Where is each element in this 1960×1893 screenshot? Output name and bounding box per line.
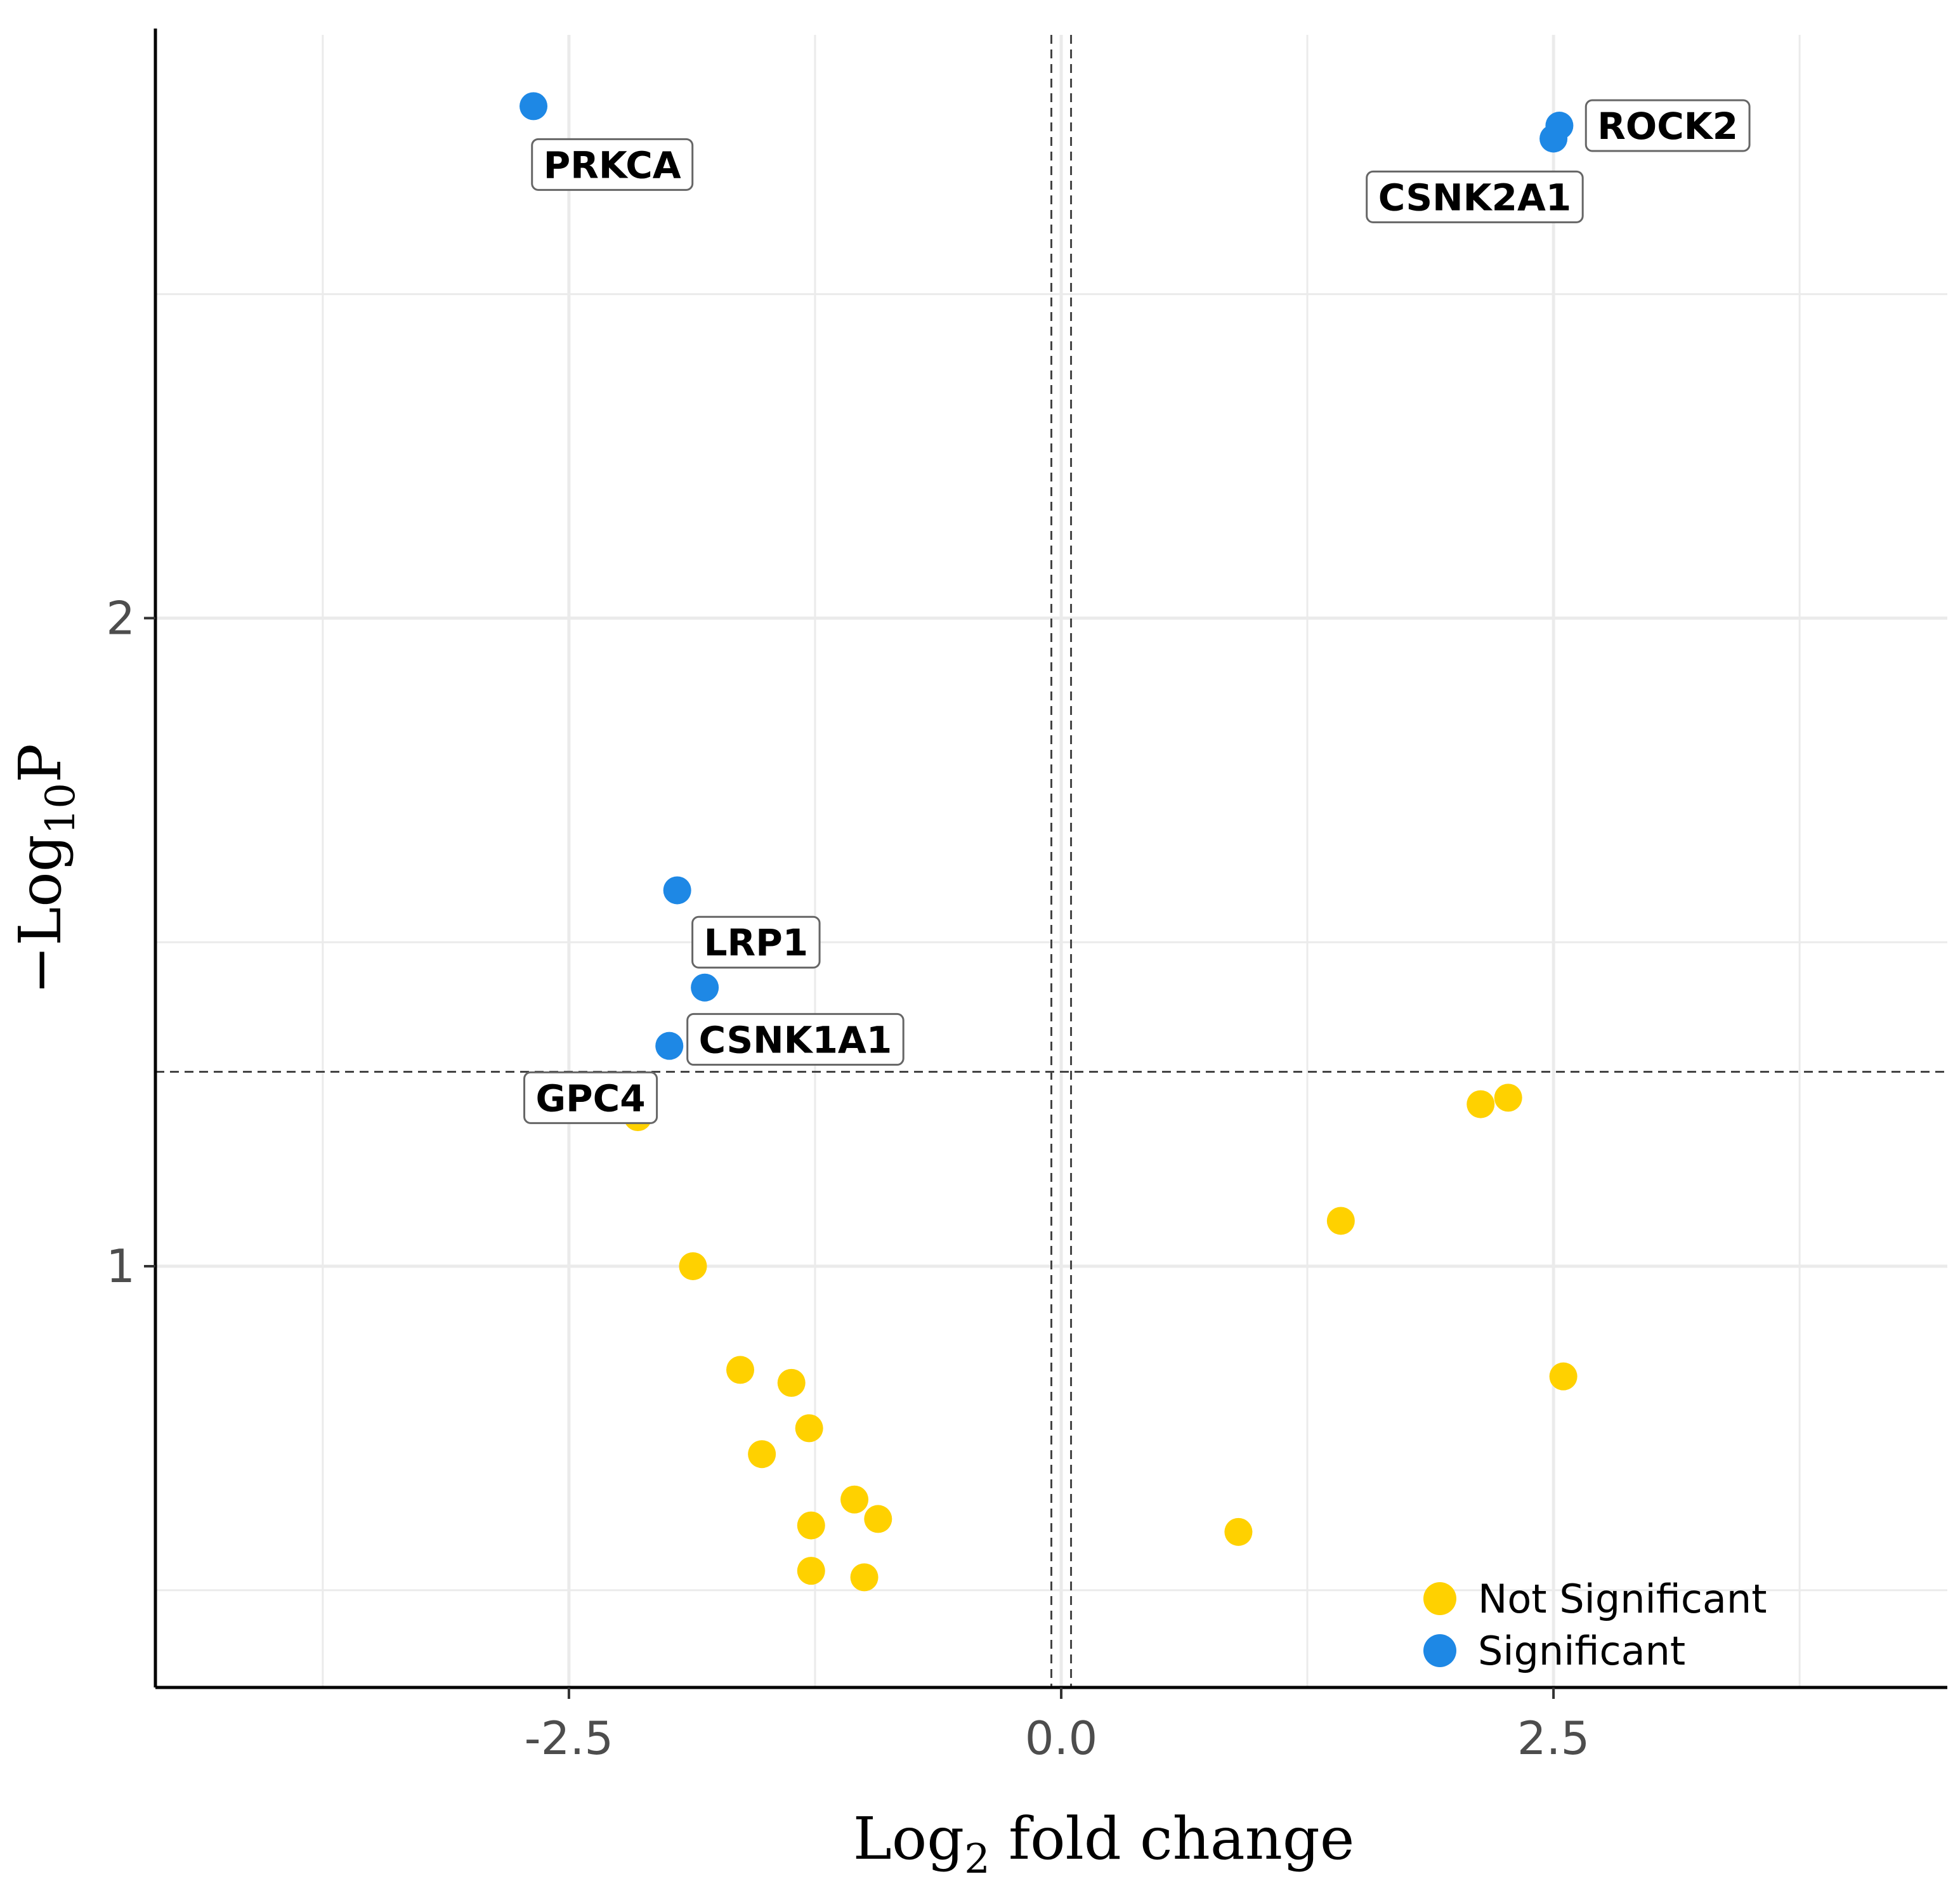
x-axis-title: Log2 fold change xyxy=(853,1805,1355,1883)
point-label-text: CSNK1A1 xyxy=(699,1018,892,1061)
legend-label: Not Significant xyxy=(1478,1576,1767,1622)
significant-point xyxy=(1539,124,1568,153)
not-significant-point xyxy=(1326,1207,1355,1235)
point-label-text: CSNK2A1 xyxy=(1378,176,1572,219)
point-labels: PRKCA ROCK2 CSNK2A1 LRP1 CSNK1A1 GPC4 xyxy=(523,99,1751,1124)
significant-point xyxy=(519,92,548,121)
legend-key xyxy=(1423,1582,1456,1615)
point-label-box xyxy=(1584,99,1751,152)
data-points xyxy=(519,92,1578,1592)
legend-label: Significant xyxy=(1478,1628,1685,1674)
point-label-box xyxy=(686,1012,905,1066)
not-significant-point xyxy=(797,1557,825,1585)
not-significant-point xyxy=(777,1368,806,1397)
point-label-box xyxy=(1366,170,1584,223)
not-significant-point xyxy=(1549,1362,1578,1391)
gridlines xyxy=(155,35,1947,1687)
not-significant-point xyxy=(1494,1084,1522,1112)
not-significant-point xyxy=(726,1356,755,1384)
point-label-text: GPC4 xyxy=(536,1077,646,1120)
significant-point xyxy=(663,876,691,905)
significant-point xyxy=(655,1032,684,1060)
y-tick-label: 2 xyxy=(106,591,135,645)
not-significant-point xyxy=(1224,1517,1253,1546)
point-label-text: ROCK2 xyxy=(1597,105,1738,148)
cutoff-lines xyxy=(155,35,1947,1687)
point-label-box xyxy=(523,1071,658,1124)
legend: Not Significant Significant xyxy=(1423,1576,1767,1674)
point-label: ROCK2 xyxy=(1584,99,1751,152)
not-significant-point xyxy=(748,1440,776,1469)
tick-labels: -2.5 0.0 2.5 1 2 xyxy=(106,591,1590,1765)
point-label: GPC4 xyxy=(523,1071,658,1124)
x-tick-label: -2.5 xyxy=(525,1712,613,1765)
not-significant-point xyxy=(1467,1090,1495,1118)
point-label: CSNK1A1 xyxy=(686,1012,905,1066)
point-label: LRP1 xyxy=(691,915,821,969)
x-tick-label: 2.5 xyxy=(1517,1712,1590,1765)
not-significant-point xyxy=(795,1414,823,1443)
axes xyxy=(154,29,1947,1689)
not-significant-point xyxy=(679,1252,707,1280)
point-label-text: PRKCA xyxy=(544,143,681,187)
point-label-box xyxy=(691,915,821,969)
point-label-box xyxy=(531,138,694,191)
y-axis-title: −Log10P xyxy=(6,743,84,995)
point-label-text: LRP1 xyxy=(704,921,808,964)
point-label: CSNK2A1 xyxy=(1366,170,1584,223)
y-tick-label: 1 xyxy=(106,1240,135,1293)
not-significant-point xyxy=(840,1485,869,1514)
not-significant-point xyxy=(797,1511,825,1540)
point-label: PRKCA xyxy=(531,138,694,191)
legend-key xyxy=(1423,1634,1456,1667)
significant-point xyxy=(691,973,719,1002)
not-significant-point xyxy=(850,1563,879,1592)
x-tick-label: 0.0 xyxy=(1025,1712,1098,1765)
not-significant-point xyxy=(864,1505,892,1533)
